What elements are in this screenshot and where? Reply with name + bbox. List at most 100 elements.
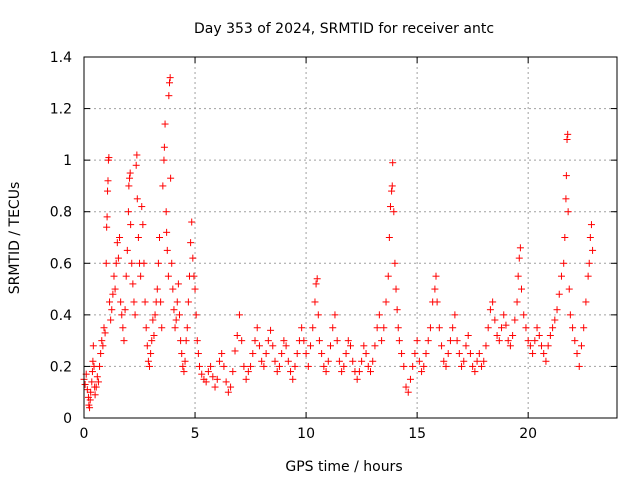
data-point bbox=[514, 272, 522, 280]
data-point bbox=[162, 208, 170, 216]
data-point bbox=[160, 156, 168, 164]
data-point bbox=[275, 362, 283, 370]
data-point bbox=[280, 337, 288, 345]
data-point bbox=[400, 362, 408, 370]
data-point bbox=[435, 324, 443, 332]
data-point bbox=[453, 337, 461, 345]
x-axis-label: GPS time / hours bbox=[285, 459, 402, 475]
data-point bbox=[431, 285, 439, 293]
data-point bbox=[577, 342, 585, 350]
data-point bbox=[311, 298, 319, 306]
x-tick-label: 20 bbox=[519, 426, 537, 442]
data-point bbox=[166, 74, 174, 82]
data-point bbox=[557, 272, 565, 280]
data-point bbox=[388, 182, 396, 190]
data-point bbox=[500, 311, 508, 319]
y-tick-label: 0.4 bbox=[50, 308, 72, 324]
data-point bbox=[284, 357, 292, 365]
y-tick-label: 1.2 bbox=[50, 102, 72, 118]
data-point bbox=[569, 324, 577, 332]
data-point bbox=[364, 362, 372, 370]
data-point bbox=[114, 254, 122, 262]
data-point bbox=[127, 221, 135, 229]
data-point bbox=[81, 380, 89, 388]
x-tick-label: 15 bbox=[408, 426, 426, 442]
data-point bbox=[415, 357, 423, 365]
data-point bbox=[413, 337, 421, 345]
data-point bbox=[96, 362, 104, 370]
data-point bbox=[462, 342, 470, 350]
plot-frame bbox=[83, 56, 618, 419]
chart-title: Day 353 of 2024, SRMTID for receiver ant… bbox=[194, 21, 494, 37]
data-point bbox=[91, 391, 99, 399]
data-point bbox=[174, 280, 182, 288]
data-point bbox=[535, 331, 543, 339]
data-point bbox=[298, 324, 306, 332]
data-point bbox=[571, 337, 579, 345]
data-point bbox=[107, 316, 115, 324]
grid-lines bbox=[84, 57, 617, 418]
data-point bbox=[544, 342, 552, 350]
data-point bbox=[103, 213, 111, 221]
data-point bbox=[540, 350, 548, 358]
data-point bbox=[158, 324, 166, 332]
data-point bbox=[293, 350, 301, 358]
data-point bbox=[104, 187, 112, 195]
data-point bbox=[119, 324, 127, 332]
data-point bbox=[378, 337, 386, 345]
data-point bbox=[360, 342, 368, 350]
data-point bbox=[318, 350, 326, 358]
data-point bbox=[182, 337, 190, 345]
data-point bbox=[121, 306, 129, 314]
data-point bbox=[444, 350, 452, 358]
data-point bbox=[584, 272, 592, 280]
data-point bbox=[449, 324, 457, 332]
data-point bbox=[244, 368, 252, 376]
y-tick-label: 0 bbox=[63, 411, 72, 427]
data-point bbox=[424, 337, 432, 345]
data-point bbox=[347, 342, 354, 350]
data-point bbox=[138, 203, 146, 211]
data-point bbox=[110, 272, 118, 280]
data-point bbox=[382, 298, 390, 306]
data-point bbox=[464, 331, 472, 339]
data-point bbox=[247, 362, 255, 370]
data-point bbox=[580, 324, 588, 332]
data-point bbox=[473, 357, 481, 365]
data-point bbox=[355, 368, 363, 376]
data-point bbox=[238, 337, 246, 345]
data-point bbox=[342, 350, 350, 358]
data-point bbox=[140, 259, 148, 267]
data-point bbox=[141, 298, 149, 306]
data-point bbox=[529, 350, 537, 358]
data-point bbox=[89, 342, 97, 350]
data-point bbox=[371, 342, 379, 350]
data-point bbox=[458, 362, 466, 370]
x-tick-label: 5 bbox=[191, 426, 200, 442]
data-point bbox=[455, 350, 463, 358]
data-point bbox=[86, 404, 94, 412]
data-point bbox=[309, 324, 317, 332]
data-point bbox=[312, 280, 320, 288]
data-point bbox=[478, 362, 486, 370]
data-point bbox=[495, 337, 503, 345]
data-point bbox=[229, 368, 237, 376]
data-point bbox=[289, 375, 297, 383]
data-point bbox=[126, 174, 134, 182]
data-point bbox=[390, 208, 398, 216]
data-point bbox=[190, 272, 198, 280]
data-point bbox=[146, 362, 154, 370]
data-point bbox=[129, 280, 137, 288]
data-point bbox=[398, 350, 406, 358]
data-point bbox=[587, 221, 595, 229]
data-point bbox=[386, 203, 394, 211]
data-point bbox=[88, 378, 96, 386]
y-tick-label: 0.6 bbox=[50, 256, 72, 272]
axis-ticks: 0 0.2 0.4 0.6 0.8 1 1.2 1.4 0 5 10 15 20 bbox=[50, 50, 617, 442]
data-point bbox=[209, 373, 217, 381]
data-point bbox=[395, 337, 403, 345]
data-point bbox=[262, 350, 270, 358]
data-point bbox=[112, 259, 120, 267]
data-point bbox=[333, 337, 341, 345]
